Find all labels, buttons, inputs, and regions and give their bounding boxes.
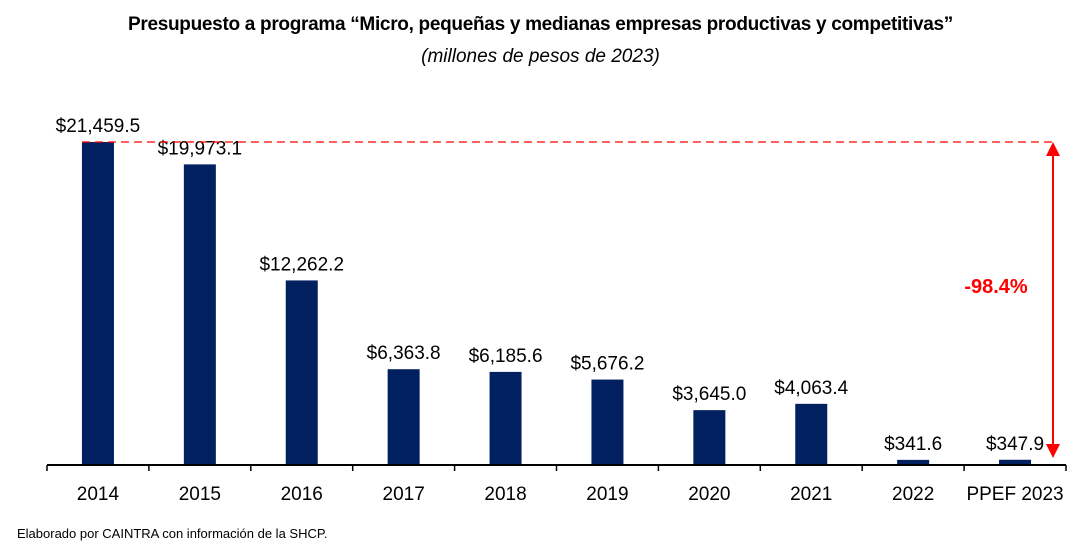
x-tick-label: 2018 — [484, 484, 526, 505]
arrow-up-icon — [1046, 142, 1060, 156]
data-label: $5,676.2 — [570, 354, 644, 375]
data-label: $6,363.8 — [367, 343, 441, 364]
x-tick-label: 2019 — [586, 484, 628, 505]
bar-2019 — [591, 379, 624, 465]
bar-2015 — [183, 164, 216, 465]
data-label: $347.9 — [986, 434, 1044, 455]
x-tick-label: 2014 — [77, 484, 120, 505]
data-label: $3,645.0 — [672, 384, 746, 405]
chart-subtitle: (millones de pesos de 2023) — [421, 46, 660, 67]
x-tick-label: 2022 — [892, 484, 934, 505]
bar-ppef-2023 — [999, 459, 1032, 465]
bar-2020 — [693, 410, 726, 465]
annotation-group: -98.4% — [81, 141, 1060, 458]
bar-2014 — [81, 142, 114, 465]
x-tick-label: PPEF 2023 — [966, 484, 1063, 505]
x-axis: 2014 2015 2016 2017 2018 2019 2020 2021 2022 PPEF… — [46, 464, 1067, 505]
bar-2016 — [285, 280, 318, 465]
data-label: $341.6 — [884, 434, 942, 455]
data-label: $4,063.4 — [774, 378, 848, 399]
x-tick-label: 2016 — [281, 484, 323, 505]
data-label: $19,973.1 — [158, 138, 243, 159]
data-labels-group: $21,459.5 $19,973.1 $12,262.2 $6,363.8 $6,18… — [56, 116, 1044, 455]
change-percent-label: -98.4% — [964, 276, 1028, 298]
bar-2022 — [897, 459, 930, 465]
data-label: $21,459.5 — [56, 116, 141, 137]
bar-2018 — [489, 371, 522, 465]
data-label: $12,262.2 — [259, 254, 344, 275]
bar-2017 — [387, 369, 420, 465]
x-tick-label: 2015 — [179, 484, 221, 505]
x-tick-label: 2020 — [688, 484, 730, 505]
source-note: Elaborado por CAINTRA con información de… — [17, 526, 328, 541]
bar-2021 — [795, 403, 828, 465]
x-tick-label: 2021 — [790, 484, 832, 505]
arrow-down-icon — [1046, 444, 1060, 458]
data-label: $6,185.6 — [469, 346, 543, 367]
chart-title: Presupuesto a programa “Micro, pequeñas … — [128, 14, 953, 35]
bars-group — [81, 142, 1032, 465]
x-tick-label: 2017 — [383, 484, 425, 505]
